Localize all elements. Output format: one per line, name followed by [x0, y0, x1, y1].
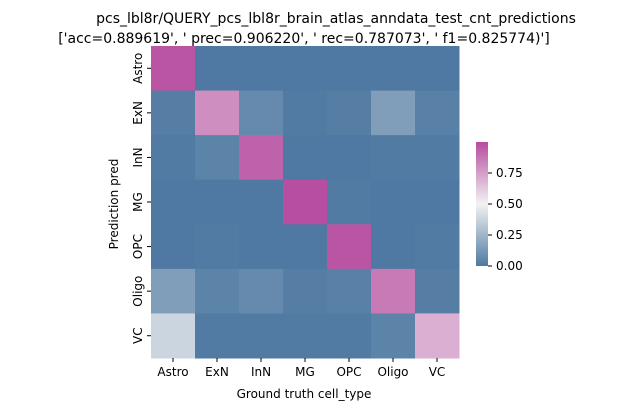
y-tick-label: MG: [131, 192, 145, 212]
chart-title-line1: pcs_lbl8r/QUERY_pcs_lbl8r_brain_atlas_an…: [96, 11, 576, 27]
colorbar-tick-label: 0.75: [496, 166, 523, 180]
heatmap-cell-ExN-VC: [415, 90, 460, 136]
heatmap-cell-OPC-InN: [239, 224, 284, 270]
heatmap-cell-ExN-Oligo: [371, 90, 416, 136]
y-tick-label: VC: [131, 327, 145, 344]
heatmap-cell-ExN-OPC: [327, 90, 372, 136]
heatmap-cell-VC-InN: [239, 313, 284, 359]
heatmap-cell-ExN-MG: [283, 90, 328, 136]
heatmap-cell-Astro-MG: [283, 46, 328, 92]
heatmap-cell-OPC-Oligo: [371, 224, 416, 270]
heatmap-cell-Oligo-ExN: [195, 268, 240, 314]
heatmap-cell-MG-InN: [239, 179, 284, 225]
y-tick-label: Oligo: [131, 276, 145, 307]
heatmap-cell-ExN-InN: [239, 90, 284, 136]
heatmap-cell-Astro-VC: [415, 46, 460, 92]
heatmap-cell-MG-ExN: [195, 179, 240, 225]
heatmap-cell-InN-VC: [415, 135, 460, 181]
heatmap-cell-OPC-MG: [283, 224, 328, 270]
heatmap-cell-Oligo-InN: [239, 268, 284, 314]
heatmap-cell-InN-Astro: [151, 135, 196, 181]
heatmap-cell-OPC-VC: [415, 224, 460, 270]
heatmap-cell-MG-MG: [283, 179, 328, 225]
heatmap-cell-Oligo-Oligo: [371, 268, 416, 314]
heatmap-cell-InN-ExN: [195, 135, 240, 181]
heatmap-cells: [151, 46, 460, 359]
x-tick-label: Oligo: [377, 365, 408, 379]
heatmap-cell-VC-OPC: [327, 313, 372, 359]
heatmap-cell-VC-Oligo: [371, 313, 416, 359]
heatmap-cell-VC-Astro: [151, 313, 196, 359]
heatmap-cell-MG-OPC: [327, 179, 372, 225]
heatmap-cell-OPC-ExN: [195, 224, 240, 270]
heatmap-cell-Astro-Astro: [151, 46, 196, 92]
heatmap-cell-InN-InN: [239, 135, 284, 181]
x-tick-label: InN: [251, 365, 271, 379]
y-tick-label: InN: [131, 147, 145, 167]
heatmap-cell-OPC-OPC: [327, 224, 372, 270]
x-tick-label: VC: [429, 365, 446, 379]
x-axis-ticks: Astro ExN InN MG OPC Oligo VC: [157, 358, 445, 379]
heatmap-cell-MG-Oligo: [371, 179, 416, 225]
heatmap-cell-InN-MG: [283, 135, 328, 181]
heatmap-cell-MG-Astro: [151, 179, 196, 225]
y-tick-label: Astro: [131, 53, 145, 84]
heatmap-cell-Astro-ExN: [195, 46, 240, 92]
y-axis-label: Prediction pred: [107, 159, 121, 250]
colorbar-ticks: 0.00 0.25 0.50 0.75: [488, 166, 523, 273]
x-axis-label: Ground truth cell_type: [237, 387, 372, 401]
heatmap-cell-ExN-Astro: [151, 90, 196, 136]
colorbar-tick-label: 0.50: [496, 197, 523, 211]
x-tick-label: ExN: [205, 365, 229, 379]
heatmap-cell-MG-VC: [415, 179, 460, 225]
heatmap-cell-OPC-Astro: [151, 224, 196, 270]
x-tick-label: MG: [295, 365, 315, 379]
heatmap-cell-Astro-InN: [239, 46, 284, 92]
heatmap-cell-Astro-OPC: [327, 46, 372, 92]
y-tick-label: OPC: [131, 234, 145, 259]
heatmap-cell-Oligo-VC: [415, 268, 460, 314]
heatmap-cell-Oligo-MG: [283, 268, 328, 314]
y-axis-ticks: Astro ExN InN MG OPC Oligo VC: [131, 53, 151, 344]
heatmap-cell-InN-OPC: [327, 135, 372, 181]
chart-title-line2: ['acc=0.889619', ' prec=0.906220', ' rec…: [58, 31, 550, 47]
heatmap-cell-InN-Oligo: [371, 135, 416, 181]
colorbar: [476, 142, 488, 266]
heatmap-cell-VC-ExN: [195, 313, 240, 359]
heatmap-cell-VC-MG: [283, 313, 328, 359]
x-tick-label: Astro: [157, 365, 188, 379]
heatmap-cell-Oligo-OPC: [327, 268, 372, 314]
heatmap-cell-Astro-Oligo: [371, 46, 416, 92]
colorbar-tick-label: 0.25: [496, 228, 523, 242]
heatmap-cell-VC-VC: [415, 313, 460, 359]
heatmap-cell-ExN-ExN: [195, 90, 240, 136]
x-tick-label: OPC: [336, 365, 361, 379]
y-tick-label: ExN: [131, 101, 145, 125]
colorbar-tick-label: 0.00: [496, 259, 523, 273]
heatmap-cell-Oligo-Astro: [151, 268, 196, 314]
